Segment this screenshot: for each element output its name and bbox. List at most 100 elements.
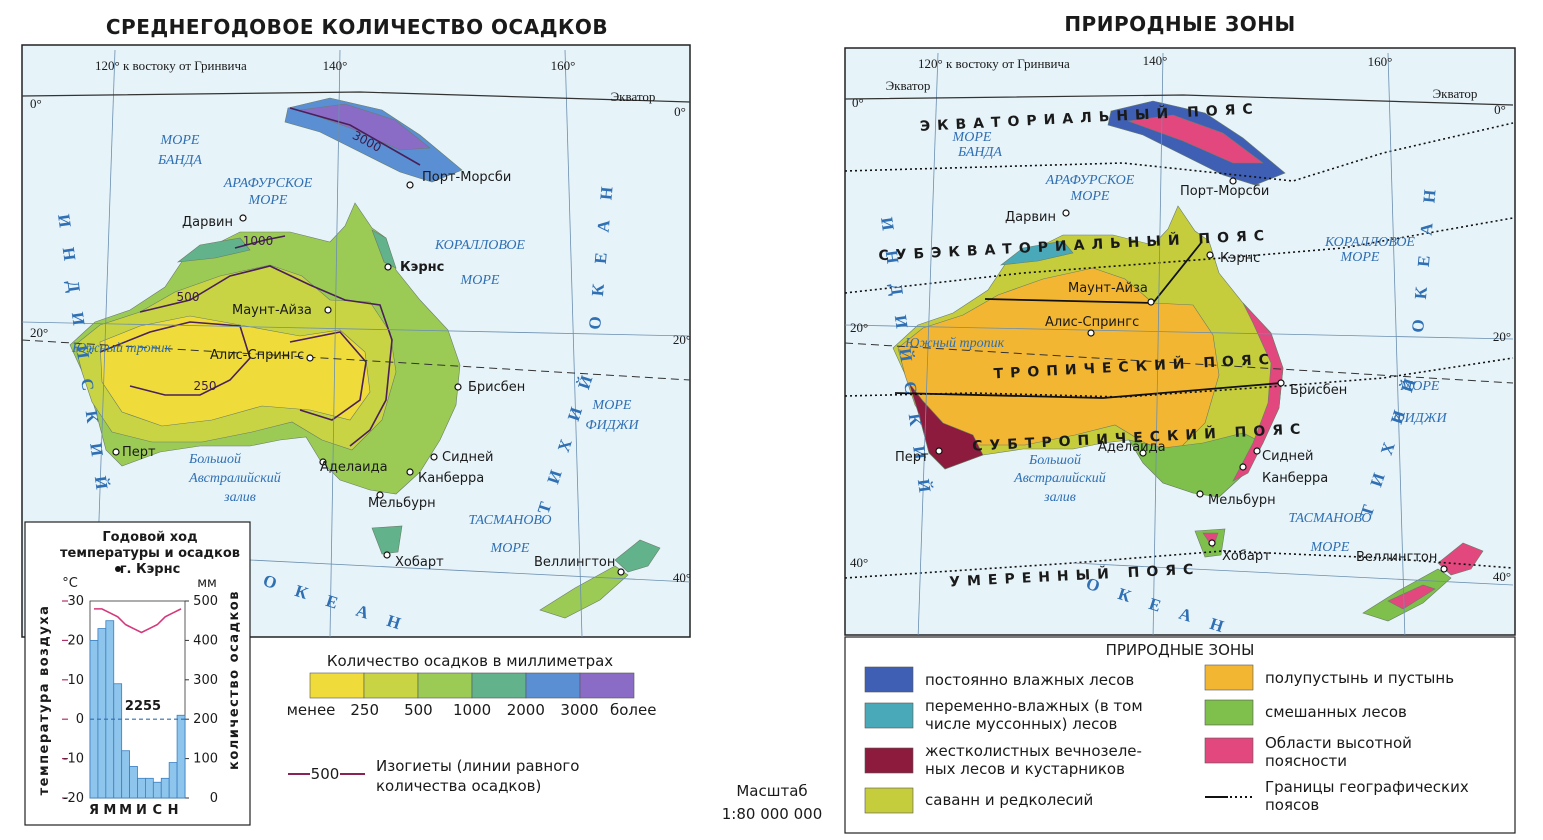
land-zone — [371, 229, 397, 269]
legend-swatch — [1204, 699, 1254, 726]
grid-label: 120° к востоку от Гринвича — [918, 56, 1070, 71]
graticule — [249, 559, 690, 583]
grid-label: 40° — [1493, 569, 1511, 584]
legend-label: ных лесов и кустарников — [925, 760, 1125, 778]
grid-label: 40° — [850, 555, 868, 570]
sea-label: ТАСМАНОВО — [1289, 511, 1372, 526]
city-dot — [1253, 447, 1261, 455]
isohyet — [289, 331, 367, 421]
city-dot — [935, 447, 943, 455]
scale-label: 1:80 000 000 — [722, 805, 822, 823]
land-zone — [299, 103, 431, 151]
city-dot — [1196, 490, 1204, 498]
city-dot — [384, 263, 392, 271]
city-label: Алис-Спрингс — [210, 348, 304, 363]
sea-label: АРАФУРСКОЕ — [223, 176, 313, 191]
city-label: Кэрнс — [400, 260, 444, 275]
city-dot — [1206, 251, 1214, 259]
sea-label: КОРАЛЛОВОЕ — [434, 238, 525, 253]
city-label: Сидней — [1262, 449, 1313, 464]
grid-label: 120° к востоку от Гринвича — [95, 58, 247, 73]
scale-label: Масштаб — [736, 782, 807, 800]
sea-label: КОРАЛЛОВОЕ — [1324, 235, 1415, 250]
city-dot — [324, 306, 332, 314]
legend-title: ПРИРОДНЫЕ ЗОНЫ — [1106, 641, 1255, 659]
land-zone — [1387, 584, 1436, 610]
y2-tick-label: 500 — [193, 594, 218, 609]
bar — [152, 781, 162, 799]
x-tick-label: С — [153, 803, 163, 818]
city-label: Канберра — [418, 471, 484, 486]
sea-label: МОРЕ — [1400, 379, 1440, 394]
sea-label: МОРЕ — [248, 193, 288, 208]
temperature-line — [93, 608, 182, 634]
bar — [105, 620, 115, 799]
city-dot — [1087, 329, 1095, 337]
legend-label: числе муссонных) лесов — [925, 715, 1117, 733]
y-tick-label: 0 — [76, 712, 84, 727]
legend-label: переменно-влажных (в том — [925, 697, 1143, 715]
equator-label: Экватор — [611, 89, 656, 104]
bar — [168, 762, 178, 799]
isohyet-text: количества осадков) — [376, 777, 541, 795]
city-dot — [406, 181, 414, 189]
legend-title: Количество осадков в миллиметрах — [327, 652, 613, 670]
bar — [145, 777, 154, 799]
city-dot — [1229, 177, 1237, 185]
legend-swatch — [417, 672, 473, 699]
city-label: Сидней — [442, 450, 493, 465]
legend-swatch — [525, 672, 581, 699]
sea-label: МОРЕ — [160, 133, 200, 148]
grid-label: 20° — [673, 332, 691, 347]
tropic-line — [22, 339, 690, 381]
land-zone — [176, 237, 251, 263]
legend-label: Области высотной — [1265, 734, 1412, 752]
graticule — [329, 49, 341, 637]
grid-label: 0° — [674, 104, 686, 119]
city-dot — [430, 453, 438, 461]
city-label: Дарвин — [1005, 210, 1056, 225]
land-zone — [1232, 302, 1284, 482]
isohyet-value: 500 — [311, 765, 340, 783]
bar — [113, 683, 123, 799]
chart-title: г. Кэрнс — [120, 562, 181, 577]
y2-tick-label: 300 — [193, 673, 218, 688]
y-tick-label: -20 — [63, 791, 84, 806]
sea-label: Южный тропик — [904, 336, 1005, 351]
bar — [176, 714, 186, 799]
grid-label: 160° — [551, 58, 576, 73]
graticule — [22, 321, 690, 337]
sea-label: АРАФУРСКОЕ — [1045, 173, 1135, 188]
city-label: Порт-Морсби — [1180, 184, 1269, 199]
sea-label: МОРЕ — [952, 130, 992, 145]
grid-label: 140° — [1143, 53, 1168, 68]
y-tick-label: -10 — [63, 752, 84, 767]
bar — [97, 628, 107, 799]
land-zone — [99, 315, 371, 427]
legend-label: Границы географических — [1265, 778, 1469, 796]
sea-label: Австралийский — [1013, 471, 1106, 486]
sea-label: МОРЕ — [490, 541, 530, 556]
y2-axis-title: количество осадков — [227, 590, 242, 770]
sea-label: ТАСМАНОВО — [469, 513, 552, 528]
belt-boundary — [845, 122, 1514, 182]
sea-label: Большой — [188, 452, 241, 467]
y2-tick-label: 200 — [193, 712, 218, 727]
x-tick-label: М — [119, 803, 132, 818]
city-dot — [306, 354, 314, 362]
isohyet-label: 250 — [194, 379, 217, 393]
isohyet — [139, 265, 393, 447]
legend-swatch — [864, 747, 914, 774]
city-label: Веллингтон — [1356, 550, 1437, 565]
land-zone — [999, 240, 1074, 266]
bar — [121, 750, 130, 799]
legend-swatch — [309, 672, 365, 699]
legend-label: постоянно влажных лесов — [925, 671, 1134, 689]
city-label: Мельбурн — [368, 496, 436, 511]
legend-label: 500 — [404, 701, 433, 719]
grid-label: 140° — [323, 58, 348, 73]
isohyet — [234, 235, 286, 249]
land — [371, 525, 403, 555]
y2-tick-label: 400 — [193, 633, 218, 648]
